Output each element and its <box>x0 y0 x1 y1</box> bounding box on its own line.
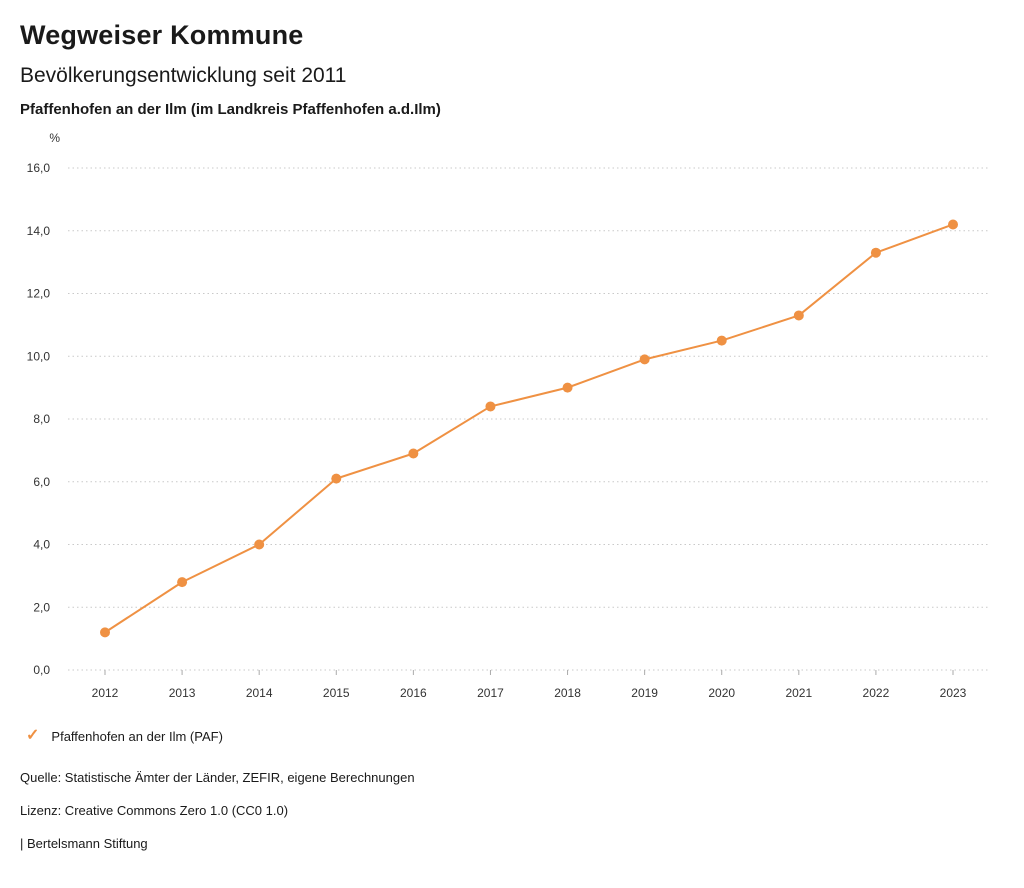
data-point[interactable] <box>793 310 804 321</box>
data-point[interactable] <box>331 473 342 484</box>
y-axis-unit-label: % <box>49 131 60 145</box>
y-tick-label: 8,0 <box>33 412 50 426</box>
x-tick-label: 2017 <box>477 686 504 700</box>
chart-subtitle: Pfaffenhofen an der Ilm (im Landkreis Pf… <box>20 101 441 118</box>
y-tick-label: 2,0 <box>33 600 50 614</box>
page-title: Bevölkerungsentwicklung seit 2011 <box>20 64 347 87</box>
y-tick-label: 12,0 <box>27 287 51 301</box>
legend: ✓ Pfaffenhofen an der Ilm (PAF) <box>0 728 1024 744</box>
footer: Quelle: Statistische Ämter der Länder, Z… <box>0 744 1024 851</box>
x-tick-label: 2012 <box>92 686 119 700</box>
y-tick-label: 10,0 <box>27 349 51 363</box>
data-point[interactable] <box>100 627 110 638</box>
data-point[interactable] <box>177 577 188 588</box>
attribution-note: | Bertelsmann Stiftung <box>20 836 148 851</box>
x-tick-label: 2013 <box>169 686 196 700</box>
y-tick-label: 16,0 <box>27 161 51 175</box>
data-point[interactable] <box>254 539 265 550</box>
data-point[interactable] <box>562 382 573 393</box>
x-tick-label: 2021 <box>785 686 812 700</box>
license-note: Lizenz: Creative Commons Zero 1.0 (CC0 1… <box>20 803 289 818</box>
data-point[interactable] <box>408 448 419 459</box>
data-point[interactable] <box>870 247 881 258</box>
x-tick-label: 2015 <box>323 686 350 700</box>
data-point[interactable] <box>948 219 958 230</box>
x-tick-label: 2016 <box>400 686 427 700</box>
y-tick-label: 4,0 <box>33 538 50 552</box>
legend-item-label[interactable]: Pfaffenhofen an der Ilm (PAF) <box>51 728 223 744</box>
brand-title: Wegweiser Kommune <box>20 20 304 50</box>
data-point[interactable] <box>716 335 727 346</box>
y-tick-label: 0,0 <box>33 663 50 677</box>
x-tick-label: 2022 <box>863 686 890 700</box>
y-tick-label: 6,0 <box>33 475 50 489</box>
x-tick-label: 2018 <box>554 686 581 700</box>
x-tick-label: 2019 <box>631 686 658 700</box>
chart-header: Wegweiser Kommune Bevölkerungsentwicklun… <box>0 0 1024 118</box>
x-tick-label: 2023 <box>940 686 967 700</box>
data-point[interactable] <box>485 401 496 412</box>
series-line <box>104 223 954 634</box>
check-icon[interactable]: ✓ <box>26 727 40 744</box>
data-point[interactable] <box>639 354 650 365</box>
x-tick-label: 2014 <box>246 686 273 700</box>
x-tick-label: 2020 <box>708 686 735 700</box>
population-line-chart: 0,0 2,0 4,0 6,0 8,0 10,0 12,0 14,0 16,0% 2012 2013… <box>27 131 990 700</box>
y-tick-label: 14,0 <box>27 224 51 238</box>
source-note: Quelle: Statistische Ämter der Länder, Z… <box>20 770 415 785</box>
